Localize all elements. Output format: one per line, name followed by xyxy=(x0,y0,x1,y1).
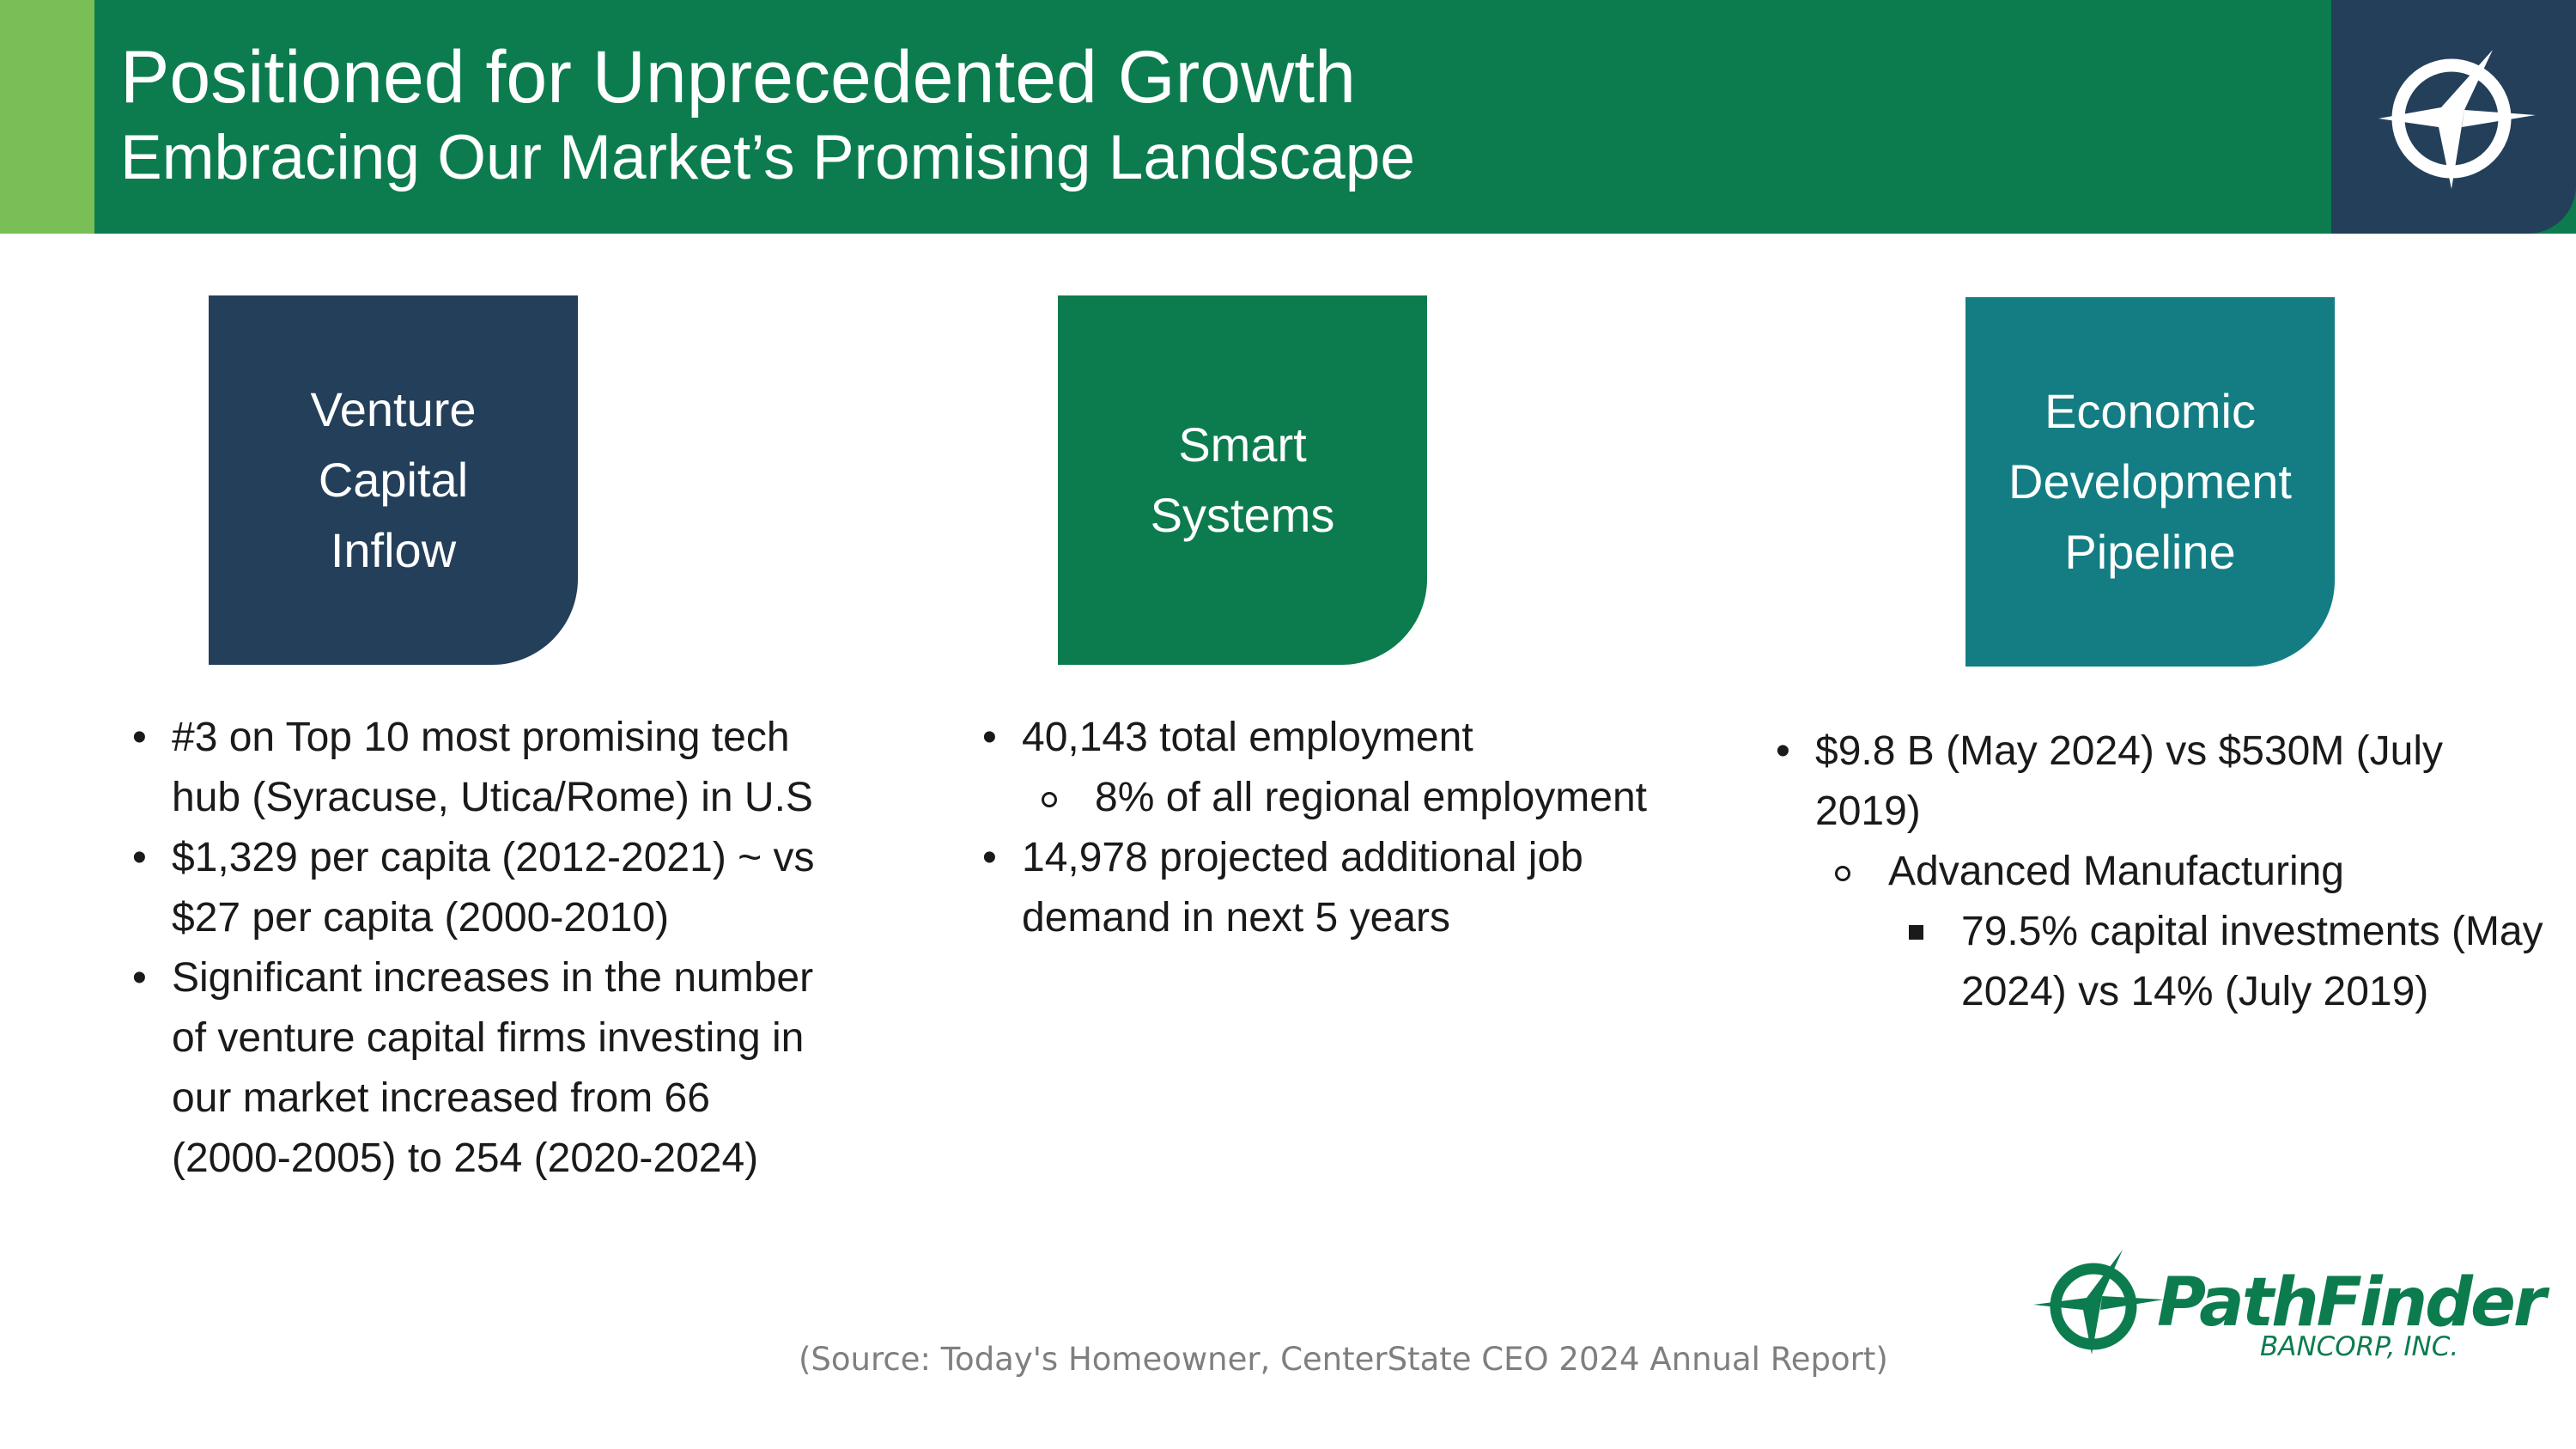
smart-systems-bullets: • 40,143 total employment 8% of all regio… xyxy=(979,708,1657,948)
box-heading-line: Capital xyxy=(318,453,469,507)
logo-wordmark: PathFinder xyxy=(2157,1264,2546,1342)
box-heading-line: Smart xyxy=(1178,417,1307,472)
source-note: (Source: Today's Homeowner, CenterState … xyxy=(799,1341,1888,1378)
list-item: • 14,978 projected additional job demand … xyxy=(982,835,1583,941)
sub-list-item: Advanced Manufacturing xyxy=(1772,842,2545,902)
economic-development-heading-box: Economic Development Pipeline xyxy=(1965,297,2335,667)
box-heading-line: Economic xyxy=(2044,384,2256,438)
venture-capital-heading-box: Venture Capital Inflow xyxy=(209,295,578,665)
list-item: • 40,143 total employment xyxy=(982,715,1473,760)
list-item: • $9.8 B (May 2024) vs $530M (July 2019) xyxy=(1776,728,2443,834)
box-heading-line: Inflow xyxy=(330,523,457,577)
list-item: • Significant increases in the number of … xyxy=(132,955,814,1181)
smart-systems-heading-box: Smart Systems xyxy=(1058,295,1427,665)
sub-list-item: 8% of all regional employment xyxy=(979,768,1657,828)
page-title: Positioned for Unprecedented Growth xyxy=(120,36,1356,119)
pathfinder-compass-icon xyxy=(2033,1250,2164,1355)
header-logo-panel xyxy=(2331,0,2576,234)
box-heading-line: Pipeline xyxy=(2064,525,2236,579)
list-item: • $1,329 per capita (2012-2021) ~ vs $27 … xyxy=(132,835,815,941)
box-heading-line: Systems xyxy=(1150,488,1335,542)
box-heading-line: Development xyxy=(2008,454,2292,508)
box-heading-line: Venture xyxy=(310,382,477,436)
compass-star-icon xyxy=(2379,50,2536,189)
logo-subtitle: BANCORP, INC. xyxy=(2260,1331,2459,1362)
pathfinder-logo: PathFinder BANCORP, INC. xyxy=(2026,1243,2546,1372)
venture-capital-bullets: • #3 on Top 10 most promising tech hub (S… xyxy=(129,708,833,1189)
header-banner: Positioned for Unprecedented Growth Embr… xyxy=(0,0,2576,234)
sub-sub-list-item: 79.5% capital investments (May 2024) vs … xyxy=(1772,902,2545,1022)
economic-development-bullets: • $9.8 B (May 2024) vs $530M (July 2019) … xyxy=(1772,721,2545,1022)
page-subtitle: Embracing Our Market’s Promising Landsca… xyxy=(120,123,1415,192)
list-item: • #3 on Top 10 most promising tech hub (S… xyxy=(132,715,813,820)
header-accent-stripe xyxy=(0,0,94,234)
